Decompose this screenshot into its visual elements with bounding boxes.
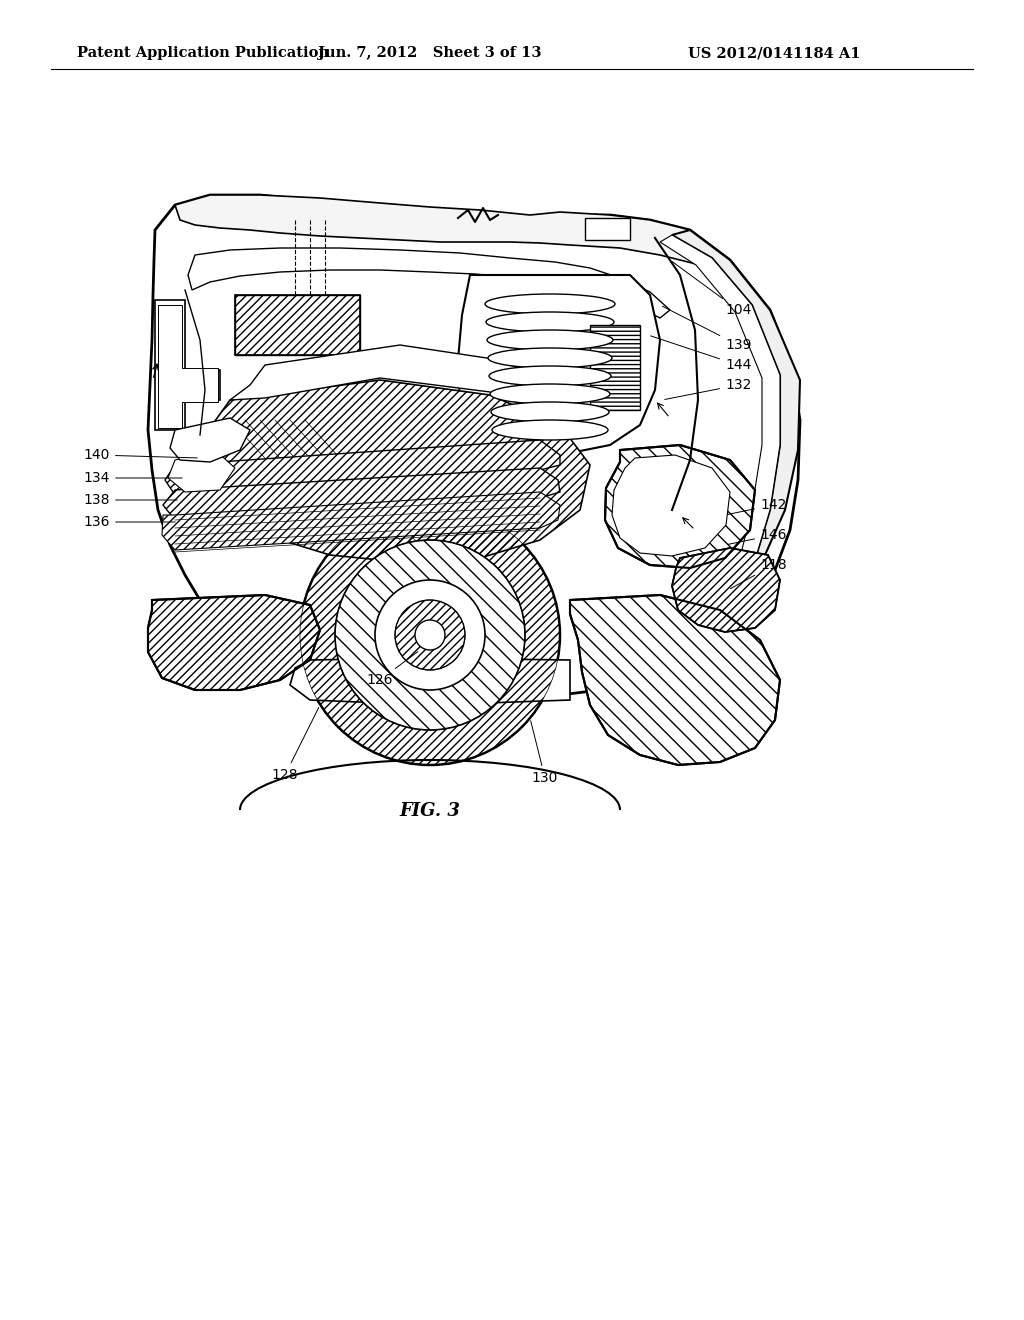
Ellipse shape <box>486 312 614 333</box>
Text: Patent Application Publication: Patent Application Publication <box>77 46 329 61</box>
Polygon shape <box>168 450 234 492</box>
Polygon shape <box>175 195 720 265</box>
Polygon shape <box>230 345 560 420</box>
Polygon shape <box>163 469 560 520</box>
Polygon shape <box>290 657 570 705</box>
Text: 138: 138 <box>84 492 177 507</box>
Polygon shape <box>170 418 250 462</box>
Text: 139: 139 <box>663 306 752 352</box>
Polygon shape <box>605 445 755 568</box>
Polygon shape <box>148 195 800 700</box>
Text: 126: 126 <box>367 652 418 686</box>
Circle shape <box>335 540 525 730</box>
Circle shape <box>415 620 445 649</box>
Polygon shape <box>195 380 590 562</box>
Text: 144: 144 <box>650 335 752 372</box>
Circle shape <box>300 506 560 766</box>
Polygon shape <box>612 455 730 556</box>
Polygon shape <box>162 492 560 550</box>
Polygon shape <box>165 440 560 495</box>
Polygon shape <box>458 275 660 455</box>
Ellipse shape <box>488 348 612 368</box>
Text: US 2012/0141184 A1: US 2012/0141184 A1 <box>688 46 860 61</box>
Ellipse shape <box>490 384 610 404</box>
Text: 130: 130 <box>530 721 558 785</box>
Text: 146: 146 <box>728 528 786 544</box>
Polygon shape <box>188 248 670 318</box>
Text: 142: 142 <box>728 498 786 515</box>
Ellipse shape <box>490 403 609 422</box>
Text: 136: 136 <box>84 515 175 529</box>
Ellipse shape <box>489 366 611 385</box>
Text: 118: 118 <box>730 558 786 589</box>
Polygon shape <box>672 548 780 632</box>
Polygon shape <box>234 294 360 355</box>
Polygon shape <box>585 218 630 240</box>
Polygon shape <box>672 230 800 560</box>
Text: FIG. 3: FIG. 3 <box>399 803 461 820</box>
Ellipse shape <box>492 420 608 440</box>
Polygon shape <box>148 595 319 690</box>
Text: Jun. 7, 2012   Sheet 3 of 13: Jun. 7, 2012 Sheet 3 of 13 <box>318 46 542 61</box>
Ellipse shape <box>485 294 615 314</box>
Polygon shape <box>568 380 590 414</box>
Text: 132: 132 <box>665 378 752 400</box>
Text: 128: 128 <box>271 708 318 781</box>
Text: 140: 140 <box>84 447 198 462</box>
Ellipse shape <box>487 330 613 350</box>
Circle shape <box>375 579 485 690</box>
Text: 104: 104 <box>672 261 752 317</box>
Text: 134: 134 <box>84 471 182 484</box>
Circle shape <box>395 601 465 671</box>
Polygon shape <box>570 595 780 766</box>
Polygon shape <box>660 235 780 560</box>
Polygon shape <box>155 300 220 430</box>
Polygon shape <box>158 305 218 428</box>
Polygon shape <box>590 325 640 411</box>
